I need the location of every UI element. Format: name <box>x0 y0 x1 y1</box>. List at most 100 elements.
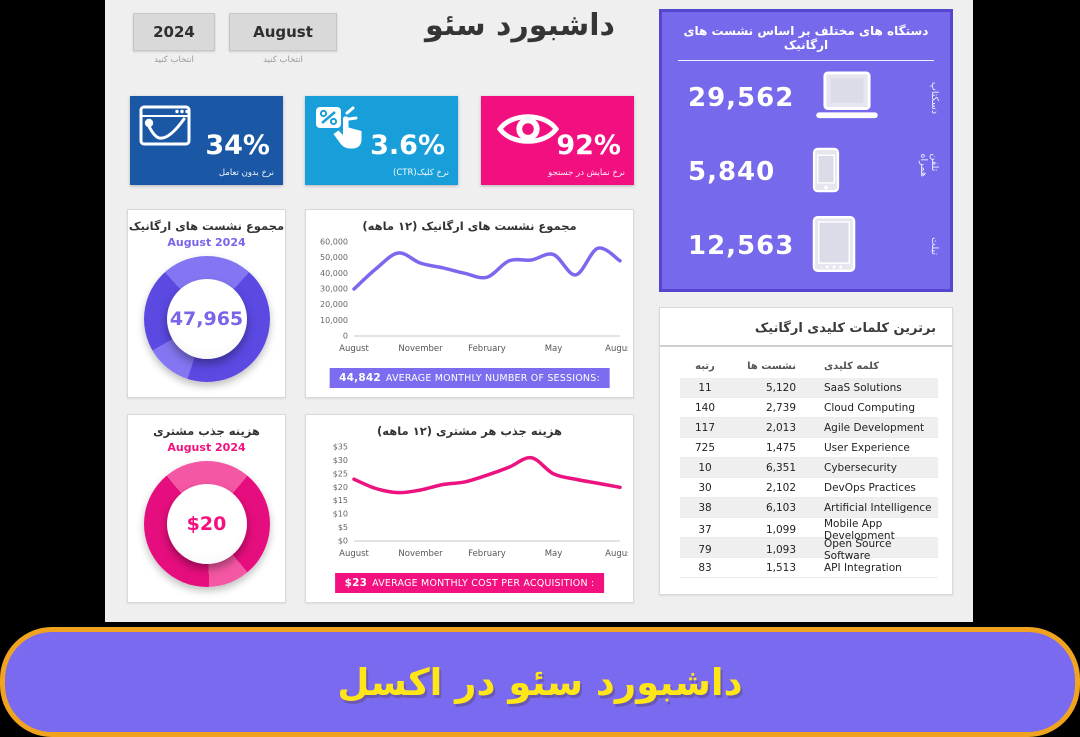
ctr-label: نرخ کلیک(CTR) <box>393 168 449 178</box>
cpa-average-value: $23 <box>344 577 368 589</box>
device-sessions-value: 12,563 <box>688 231 795 261</box>
keyword-sessions: 6,351 <box>765 461 796 474</box>
table-row: 79 1,093 Open Source Software <box>680 538 938 562</box>
cpa-line-card: هزینه جذب هر مشتری (۱۲ ماهه) $0 $5 $10 $15 $… <box>305 414 634 603</box>
sessions-line-card: مجموع نشست های ارگانیک (۱۲ ماهه) 0 10,000… <box>305 209 634 398</box>
table-row: 30 2,102 DevOps Practices <box>680 478 938 498</box>
keyword-name: SaaS Solutions <box>824 381 902 394</box>
keyword-name: Mobile App Development <box>824 518 895 542</box>
cpa-donut-hole: $20 <box>166 484 247 564</box>
sessions-line-chart: 0 10,000 20,000 30,000 40,000 50,000 60,000 Aug… <box>320 238 628 355</box>
svg-text:50,000: 50,000 <box>320 253 348 262</box>
rank-header: رتبه <box>695 360 715 372</box>
bounce-rate-label: نرخ بدون تعامل <box>218 168 274 178</box>
cpa-donut-subtitle: August 2024 <box>167 441 246 454</box>
device-label: دسکتاپ <box>929 81 940 115</box>
cpa-donut-title: هزینه جذب مشتری <box>153 424 260 438</box>
impressions-value: 92% <box>556 130 621 161</box>
cpa-line-title: هزینه جذب هر مشتری (۱۲ ماهه) <box>377 424 562 438</box>
svg-text:November: November <box>398 344 443 354</box>
svg-text:May: May <box>545 549 563 559</box>
device-label: تبلت <box>929 237 940 255</box>
keyword-rank: 10 <box>698 461 712 474</box>
keyword-rank: 140 <box>694 401 716 414</box>
keyword-name: API Integration <box>824 561 902 574</box>
keyword-name: Cybersecurity <box>824 461 897 474</box>
cpa-average-badge: $23 AVERAGE MONTHLY COST PER ACQUISITION … <box>334 573 605 593</box>
keywords-table-title: برترین کلمات کلیدی ارگانیک <box>660 308 952 347</box>
keyword-rank: 79 <box>698 544 712 556</box>
device-row: 29,562 دسکتاپ <box>662 61 950 135</box>
keyword-rank: 83 <box>698 561 712 574</box>
keyword-name: Open Source Software <box>824 538 892 562</box>
svg-text:August: August <box>339 549 369 559</box>
table-row: 11 5,120 SaaS Solutions <box>680 378 938 398</box>
cpa-donut-card: هزینه جذب مشتری August 2024 $20 <box>127 414 286 603</box>
keyword-sessions: 6,103 <box>765 501 796 514</box>
svg-text:$0: $0 <box>338 537 348 546</box>
cpa-value: $20 <box>186 513 227 535</box>
kpi-card-impressions: 92% نرخ نمایش در جستجو <box>481 96 634 185</box>
keyword-name: Agile Development <box>824 421 925 434</box>
svg-text:February: February <box>468 344 506 354</box>
keyword-sessions: 1,099 <box>765 524 796 536</box>
keyword-sessions: 5,120 <box>765 381 796 394</box>
keyword-rank: 11 <box>698 381 712 394</box>
bottom-banner: داشبورد سئو در اکسل <box>0 627 1080 737</box>
svg-text:May: May <box>545 344 563 354</box>
device-row: 12,563 تبلت <box>662 209 950 283</box>
ctr-value: 3.6% <box>370 130 445 161</box>
sessions-donut-card: مجموع نشست های ارگانیک August 2024 47,96… <box>127 209 286 398</box>
sessions-donut-hole: 47,965 <box>166 279 247 359</box>
bounce-rate-icon <box>139 105 191 151</box>
keyword-sessions: 2,739 <box>765 401 796 414</box>
device-row: 5,840 تلفن همراه <box>662 135 950 209</box>
dashboard-area: 2024 انتخاب کنید August انتخاب کنید داشب… <box>105 0 973 622</box>
keywords-table-header: رتبه نشست ها کلمه کلیدی <box>680 354 938 378</box>
click-ctr-icon <box>314 105 364 163</box>
svg-text:August: August <box>605 549 628 559</box>
cpa-average-label: AVERAGE MONTHLY COST PER ACQUISITION : <box>372 578 595 589</box>
impressions-label: نرخ نمایش در جستجو <box>548 168 625 178</box>
device-label: تلفن همراه <box>918 153 940 177</box>
month-select[interactable]: August <box>229 13 337 51</box>
svg-text:$10: $10 <box>333 510 348 519</box>
bounce-rate-value: 34% <box>205 130 270 161</box>
svg-text:20,000: 20,000 <box>320 300 348 309</box>
svg-text:February: February <box>468 549 506 559</box>
sessions-line-title: مجموع نشست های ارگانیک (۱۲ ماهه) <box>362 219 577 233</box>
svg-text:$35: $35 <box>333 443 348 452</box>
device-sessions-value: 29,562 <box>688 83 795 113</box>
table-row: 117 2,013 Agile Development <box>680 418 938 438</box>
table-row: 38 6,103 Artificial Intelligence <box>680 498 938 518</box>
keywords-table-card: برترین کلمات کلیدی ارگانیک رتبه نشست ها کل… <box>659 307 953 595</box>
sessions-header: نشست ها <box>747 360 796 372</box>
keyword-rank: 37 <box>698 524 712 536</box>
keyword-sessions: 2,102 <box>765 481 796 494</box>
smartphone-icon <box>812 147 840 197</box>
table-row: 37 1,099 Mobile App Development <box>680 518 938 542</box>
page-title: داشبورد سئو <box>425 8 615 43</box>
keyword-sessions: 1,093 <box>765 544 796 556</box>
svg-text:30,000: 30,000 <box>320 285 348 294</box>
keyword-sessions: 1,475 <box>765 441 796 454</box>
table-row: 83 1,513 API Integration <box>680 558 938 578</box>
kpi-card-ctr: 3.6% نرخ کلیک(CTR) <box>305 96 458 185</box>
sessions-donut-title: مجموع نشست های ارگانیک <box>128 219 285 233</box>
table-row: 140 2,739 Cloud Computing <box>680 398 938 418</box>
svg-text:$20: $20 <box>333 483 348 492</box>
sessions-donut-chart: 47,965 <box>143 256 270 382</box>
keyword-rank: 117 <box>694 421 716 434</box>
cpa-line-chart: $0 $5 $10 $15 $20 $25 $30 $35 August November Febr… <box>333 443 628 560</box>
svg-text:10,000: 10,000 <box>320 316 348 325</box>
month-select-hint: انتخاب کنید <box>263 55 303 65</box>
table-row: 10 6,351 Cybersecurity <box>680 458 938 478</box>
table-row: 725 1,475 User Experience <box>680 438 938 458</box>
device-sessions-value: 5,840 <box>688 157 776 187</box>
svg-text:$30: $30 <box>333 456 348 465</box>
devices-panel: دستگاه های مختلف بر اساس نشست های ارگانی… <box>659 9 953 292</box>
svg-text:$25: $25 <box>333 469 348 478</box>
year-select[interactable]: 2024 <box>133 13 215 51</box>
keyword-sessions: 1,513 <box>765 561 796 574</box>
keyword-name: User Experience <box>824 441 910 454</box>
